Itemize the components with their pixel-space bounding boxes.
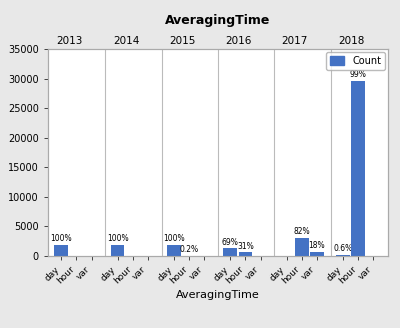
Bar [310,252,324,256]
Bar [351,81,365,256]
Text: 100%: 100% [163,234,185,243]
Bar [111,245,124,256]
Bar [54,245,68,256]
Bar [224,248,237,256]
Text: 69%: 69% [222,237,239,247]
Legend: Count: Count [326,52,385,70]
Text: 100%: 100% [50,234,72,243]
Bar [295,238,308,256]
Bar [167,245,181,256]
Text: 100%: 100% [107,234,128,243]
Text: 0.2%: 0.2% [180,245,199,254]
Text: 99%: 99% [350,70,366,79]
Text: 18%: 18% [308,241,325,250]
Bar [336,255,350,256]
Text: 82%: 82% [293,227,310,236]
Text: 31%: 31% [237,242,254,251]
Title: AveragingTime: AveragingTime [165,14,271,27]
X-axis label: AveragingTime: AveragingTime [176,290,260,300]
Text: 0.6%: 0.6% [333,244,352,253]
Bar [238,253,252,256]
